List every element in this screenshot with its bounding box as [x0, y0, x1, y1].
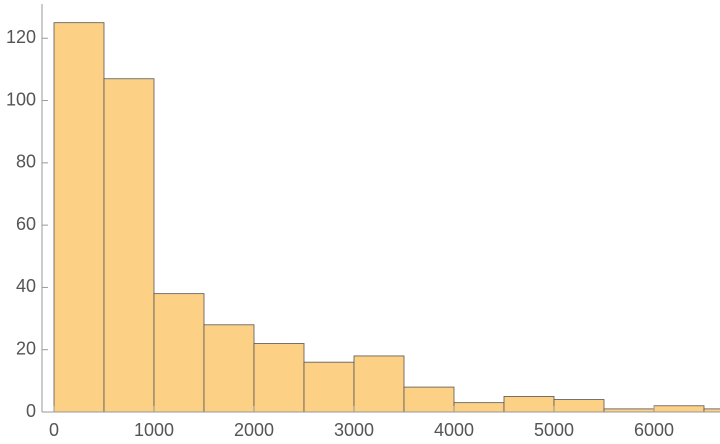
y-tick-label: 100: [6, 89, 36, 109]
bar: [653, 405, 705, 413]
bar: [153, 293, 205, 413]
bar: [453, 402, 505, 413]
bars: [53, 22, 720, 413]
x-tick-label: 5000: [534, 420, 574, 440]
bar: [703, 408, 720, 413]
x-tick-label: 1000: [134, 420, 174, 440]
bar: [503, 396, 555, 413]
bar: [553, 399, 605, 413]
bar: [403, 386, 455, 413]
bar: [53, 22, 105, 413]
y-tick-label: 40: [16, 276, 36, 296]
bar: [353, 355, 405, 413]
bar: [253, 343, 305, 413]
x-tick-label: 6000: [634, 420, 674, 440]
y-tick-label: 60: [16, 214, 36, 234]
y-tick-label: 0: [26, 401, 36, 421]
y-tick-label: 120: [6, 27, 36, 47]
y-tick-label: 80: [16, 152, 36, 172]
bar: [103, 78, 155, 413]
x-tick-label: 2000: [234, 420, 274, 440]
bar: [203, 324, 255, 413]
x-tick-label: 3000: [334, 420, 374, 440]
x-tick-label: 0: [49, 420, 59, 440]
x-tick-label: 4000: [434, 420, 474, 440]
y-tick-label: 20: [16, 338, 36, 358]
bar: [303, 361, 355, 413]
